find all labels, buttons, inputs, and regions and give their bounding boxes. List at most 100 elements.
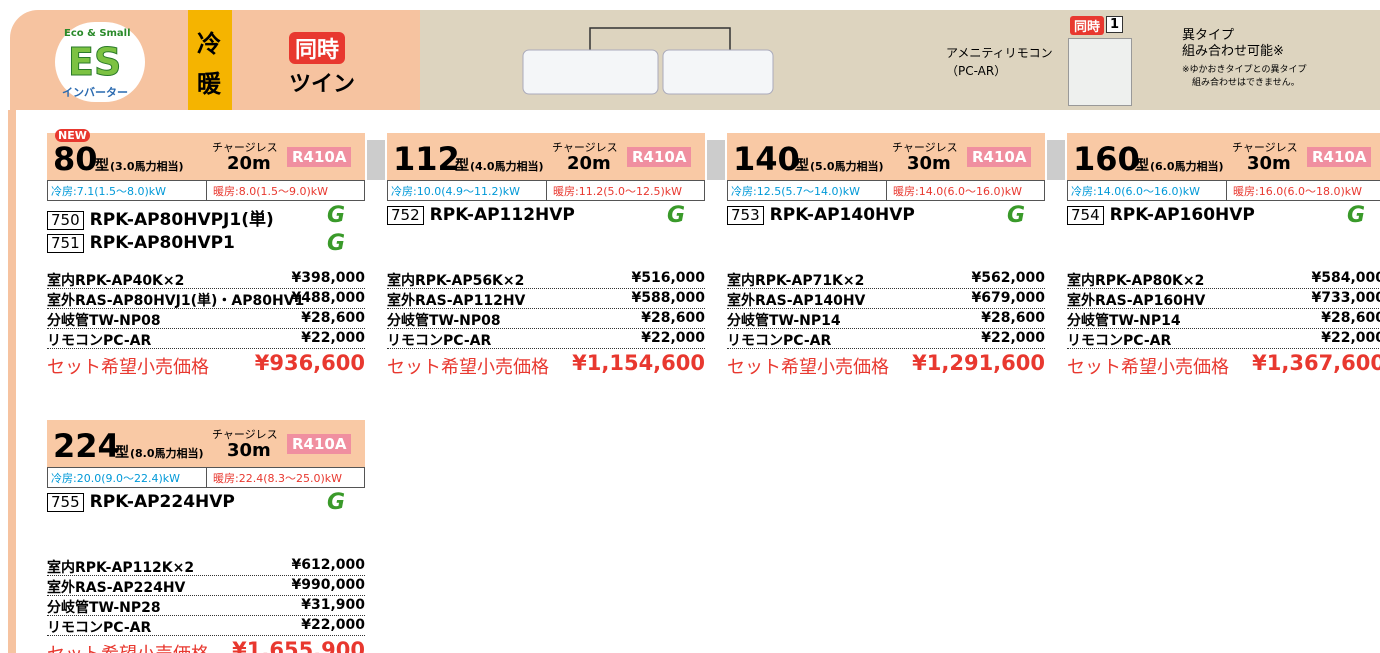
item-price: ¥990,000 [291,577,365,593]
item-name: 分岐管TW-NP08 [47,313,161,329]
note-2: 組み合わせはできません。 [1192,78,1300,88]
spec-row: 冷房:12.5(5.7〜14.0)kW 暖房:14.0(6.0〜16.0)kW [727,180,1045,201]
logo-bottom: インバーター [62,86,128,99]
item-name: 室内RPK-AP40K×2 [47,273,185,289]
ac-units [522,27,774,95]
model-code: 754 [1067,206,1104,225]
total-price: ¥1,655,900 [232,638,365,653]
item-price: ¥562,000 [971,270,1045,286]
item-price: ¥612,000 [291,557,365,573]
item-price: ¥679,000 [971,290,1045,306]
item-name: リモコンPC-AR [727,333,832,349]
total-price: ¥1,367,600 [1252,351,1380,375]
item-name: 室内RPK-AP112K×2 [47,560,195,576]
item-row: 分岐管TW-NP08 ¥28,600 [387,309,705,329]
item-row: 室外RAS-AP112HV ¥588,000 [387,289,705,309]
item-price: ¥516,000 [631,270,705,286]
item-price: ¥584,000 [1311,270,1380,286]
side-strip [8,110,16,653]
mode-block [188,10,232,110]
cooling: 冷房:20.0(9.0〜22.4)kW [51,472,181,485]
item-row: 室外RAS-AP80HVJ1(単)・AP80HV1 ¥488,000 [47,289,365,309]
chargeless: チャージレス [552,141,618,154]
cooling: 冷房:10.0(4.9〜11.2)kW [391,185,521,198]
item-name: 室外RAS-AP160HV [1067,293,1206,309]
product-card: 160 型 (6.0馬力相当) チャージレス 30m R410A 冷房:14.0(6.0〜1… [1067,133,1380,383]
item-price: ¥28,600 [1321,310,1380,326]
length: 20m [227,153,271,174]
green-logo: G [1007,203,1026,228]
item-row: リモコンPC-AR ¥22,000 [727,329,1045,349]
product-card: 112 型 (4.0馬力相当) チャージレス 20m R410A 冷房:10.0(4.9〜1… [387,133,705,383]
heating: 暖房:11.2(5.0〜12.5)kW [553,185,683,198]
item-name: リモコンPC-AR [387,333,492,349]
remote-name: アメニティリモコン [946,46,1053,60]
hp: (3.0馬力相当) [110,160,184,173]
new-badge: NEW [55,129,90,142]
item-name: 室外RAS-AP140HV [727,293,866,309]
total-price: ¥1,154,600 [572,351,705,375]
hp: (8.0馬力相当) [130,447,204,460]
total-label: セット希望小売価格 [47,357,209,378]
item-row: リモコンPC-AR ¥22,000 [47,616,365,636]
mode-cool: 冷 [197,30,221,58]
divider [546,181,547,200]
total-label: セット希望小売価格 [727,357,889,378]
note-1: ※ゆかおきタイプとの異タイプ [1182,65,1307,75]
twin-label: ツイン [289,72,356,97]
model-code: 752 [387,206,424,225]
size-unit: 型 [1135,158,1149,174]
chargeless: チャージレス [212,141,278,154]
item-price: ¥22,000 [641,330,705,346]
size: 80 [53,140,98,178]
hp: (4.0馬力相当) [470,160,544,173]
item-price: ¥31,900 [301,597,365,613]
remote-image [1068,38,1132,106]
green-logo: G [327,231,346,256]
heating: 暖房:22.4(8.3〜25.0)kW [213,472,343,485]
hp: (6.0馬力相当) [1150,160,1224,173]
refrigerant: R410A [967,147,1032,167]
combo-1: 異タイプ [1182,28,1235,43]
divider [206,468,207,487]
combo-2: 組み合わせ可能※ [1182,44,1284,59]
item-row: 室内RPK-AP80K×2 ¥584,000 [1067,269,1380,289]
model: 750 RPK-AP80HVPJ1(単) [47,205,365,230]
divider [206,181,207,200]
divider [1226,181,1227,200]
remote-count: 1 [1106,16,1124,33]
heating: 暖房:16.0(6.0〜18.0)kW [1233,185,1363,198]
length: 20m [567,153,611,174]
total-label: セット希望小売価格 [47,640,209,653]
item-price: ¥28,600 [641,310,705,326]
length: 30m [907,153,951,174]
separator [367,140,385,180]
model-name: RPK-AP160HVP [1109,205,1255,225]
chargeless: チャージレス [892,141,958,154]
item-price: ¥28,600 [301,310,365,326]
refrigerant: R410A [287,434,352,454]
item-row: 室内RPK-AP112K×2 ¥612,000 [47,556,365,576]
model-name: RPK-AP224HVP [89,492,235,512]
green-logo: G [1347,203,1366,228]
green-logo: G [327,203,346,228]
heating: 暖房:14.0(6.0〜16.0)kW [893,185,1023,198]
spec-row: 冷房:10.0(4.9〜11.2)kW 暖房:11.2(5.0〜12.5)kW [387,180,705,201]
item-price: ¥22,000 [301,330,365,346]
size: 140 [733,140,800,178]
logo-bg [55,22,145,102]
item-row: 分岐管TW-NP28 ¥31,900 [47,596,365,616]
item-name: 分岐管TW-NP28 [47,600,161,616]
item-name: リモコンPC-AR [47,620,152,636]
refrigerant: R410A [287,147,352,167]
item-name: リモコンPC-AR [1067,333,1172,349]
size-unit: 型 [795,158,809,174]
model-code: 753 [727,206,764,225]
size-unit: 型 [455,158,469,174]
item-name: 室内RPK-AP71K×2 [727,273,865,289]
cooling: 冷房:7.1(1.5〜8.0)kW [51,185,167,198]
spec-row: 冷房:14.0(6.0〜16.0)kW 暖房:16.0(6.0〜18.0)kW [1067,180,1380,201]
size-unit: 型 [115,445,129,461]
item-row: 分岐管TW-NP14 ¥28,600 [727,309,1045,329]
